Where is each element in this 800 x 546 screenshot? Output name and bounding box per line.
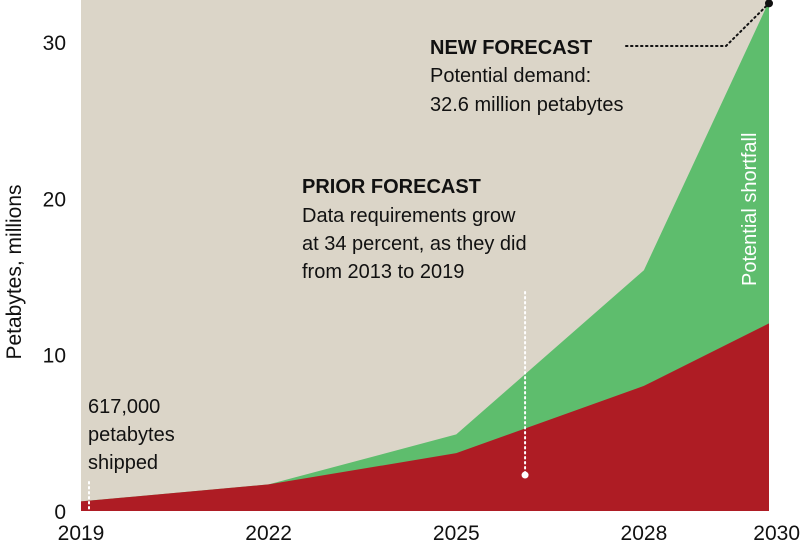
shipped-text: shipped [88, 452, 158, 474]
area-new-forecast-shortfall [81, 1, 769, 512]
prior-forecast-text: Data requirements grow [302, 205, 516, 227]
new-forecast-text: 32.6 million petabytes [430, 94, 623, 116]
x-tick-label: 2030 [753, 522, 800, 545]
new-forecast-text: Potential demand: [430, 65, 591, 87]
prior-forecast-text: from 2013 to 2019 [302, 261, 464, 283]
shipped-text: 617,000 [88, 396, 160, 418]
new-forecast-marker [765, 0, 773, 8]
annotation-new-forecast: NEW FORECAST Potential demand: 32.6 mill… [430, 0, 773, 116]
prior-forecast-marker [521, 471, 529, 479]
prior-forecast-title: PRIOR FORECAST [302, 176, 481, 198]
x-tick-label: 2022 [245, 522, 292, 545]
prior-forecast-text: at 34 percent, as they did [302, 233, 527, 255]
x-tick-label: 2019 [58, 522, 105, 545]
y-axis-label: Petabytes, millions [3, 184, 26, 359]
x-tick-label: 2025 [433, 522, 480, 545]
shipped-text: petabytes [88, 424, 175, 446]
new-forecast-title: NEW FORECAST [430, 37, 592, 59]
x-tick-label: 2028 [621, 522, 668, 545]
annotation-shipped: 617,000 petabytes shipped [88, 396, 175, 510]
new-forecast-leader-line [625, 2, 770, 47]
area-prior-forecast [81, 323, 769, 511]
y-tick-label: 20 [43, 188, 66, 211]
annotation-prior-forecast: PRIOR FORECAST Data requirements grow at… [302, 176, 529, 479]
y-tick-label: 30 [43, 32, 66, 55]
y-tick-label: 0 [54, 501, 66, 524]
shortfall-label: Potential shortfall [739, 133, 761, 286]
y-tick-label: 10 [43, 345, 66, 368]
